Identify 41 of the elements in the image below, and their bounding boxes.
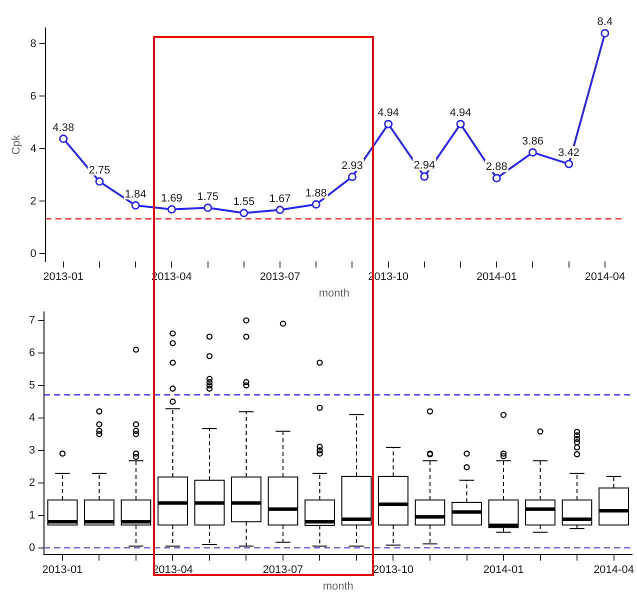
data-label: 8.4 <box>597 16 613 28</box>
y-axis-title: Cpk <box>10 134 23 155</box>
y-tick-label: 6 <box>28 346 36 359</box>
y-tick-label: 0 <box>30 248 36 260</box>
x-tick-label: 2013-01 <box>42 564 83 576</box>
y-tick-label: 6 <box>30 90 36 102</box>
y-tick-label: 4 <box>30 142 36 155</box>
data-label: 1.67 <box>269 192 291 205</box>
data-label: 2.93 <box>342 160 363 172</box>
y-tick-label: 3 <box>28 444 36 456</box>
x-tick-label: 2014-04 <box>584 271 626 284</box>
data-label: 4.94 <box>378 107 400 120</box>
y-tick-label: 0 <box>28 542 36 554</box>
y-tick-label: 1 <box>28 509 36 522</box>
y-tick-label: 8 <box>30 38 36 50</box>
x-tick-label: 2014-01 <box>483 564 524 576</box>
data-label: 4.94 <box>450 107 472 120</box>
y-tick-label: 2 <box>30 195 36 208</box>
data-label: 2.75 <box>88 164 110 177</box>
y-tick-label: 7 <box>28 314 36 326</box>
x-tick-label: 2014-04 <box>594 564 634 576</box>
y-tick-label: 4 <box>28 412 36 424</box>
data-label: 3.86 <box>522 135 544 148</box>
y-tick-label: 2 <box>28 476 36 489</box>
data-label: 1.75 <box>197 190 218 203</box>
x-tick-label: 2013-10 <box>373 564 414 576</box>
data-label: 3.42 <box>558 146 580 159</box>
data-label: 1.88 <box>305 187 327 200</box>
x-tick-label: 2013-01 <box>43 271 84 284</box>
data-label: 2.94 <box>414 160 436 172</box>
data-label: 2.88 <box>486 161 508 174</box>
x-tick-label: 2014-01 <box>476 271 517 284</box>
x-axis-title: month <box>318 287 350 300</box>
x-axis-title: month <box>322 580 354 592</box>
data-label: 1.84 <box>124 188 146 200</box>
x-tick-label: 2013-07 <box>262 564 304 576</box>
data-label: 4.38 <box>52 122 74 134</box>
x-tick-label: 2013-07 <box>260 271 300 284</box>
data-label: 1.55 <box>233 196 255 208</box>
y-tick-label: 5 <box>28 379 36 392</box>
data-label: 1.69 <box>160 192 182 204</box>
